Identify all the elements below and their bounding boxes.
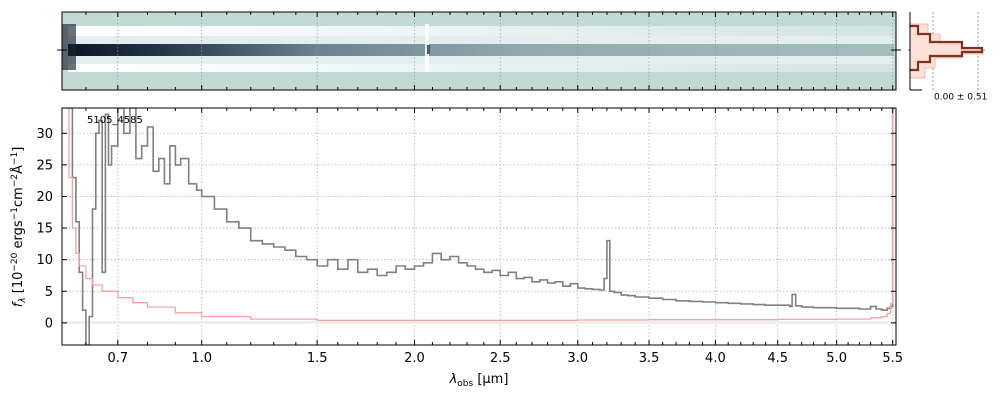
sigma-label: 0.00 ± 0.51: [934, 93, 987, 103]
flux-line: [65, 108, 895, 345]
y-tick-label: 10: [36, 253, 53, 268]
spectrum-1d-grid: [62, 108, 896, 345]
spectrum-2d-dark-edge: [62, 24, 76, 70]
spectrum-2d-grid: [117, 12, 894, 90]
x-tick-label: 4.5: [767, 351, 788, 366]
x-tick-label: 1.5: [307, 351, 328, 366]
y-tick-label: 5: [45, 285, 53, 300]
spectrum-2d-panel: [57, 11, 901, 91]
x-axis-label: λobs [μm]: [449, 372, 509, 389]
spectrum-2d-artifact-dark: [427, 45, 430, 54]
x-tick-label: 2.5: [490, 351, 511, 366]
error-band: [62, 321, 896, 324]
y-tick-label: 0: [45, 316, 53, 331]
x-tick-label: 1.0: [191, 351, 212, 366]
x-tick-label: 4.0: [705, 351, 726, 366]
x-tick-label: 3.0: [567, 351, 588, 366]
profile-histogram-line: [910, 24, 984, 72]
y-axis-label: fλ [10−20 ergs−1cm−2Å−1]: [10, 147, 28, 308]
y-tick-label: 20: [36, 190, 53, 205]
y-tick-label: 25: [36, 158, 53, 173]
spectrum-1d-frame: [61, 107, 897, 346]
spectrum-1d-panel: 0.7 1.0 1.5 2.0 2.5 3.0 3.5 4.0 4.5 5.0 5.5 0 5 10 15 2…: [10, 12, 903, 389]
x-tick-label: 2.0: [404, 351, 425, 366]
x-tick-label: 5.5: [882, 351, 903, 366]
spectrum-2d-frame: [61, 11, 897, 91]
error-line: [65, 108, 895, 322]
object-label: 5105_4585: [87, 115, 143, 126]
x-tick-label: 5.0: [826, 351, 847, 366]
y-tick-label: 15: [36, 222, 53, 237]
spectrum-2d-trace: [68, 44, 894, 56]
spectrum-1d-series: [65, 108, 895, 345]
spectrum-1d-ticks: 0.7 1.0 1.5 2.0 2.5 3.0 3.5 4.0 4.5 5.0 5.5 0 5 10 15 2…: [36, 12, 903, 366]
profile-panel: 0.00 ± 0.51: [908, 12, 987, 103]
x-tick-label: 3.5: [639, 351, 660, 366]
y-tick-label: 30: [36, 127, 53, 142]
profile-sigma-fill: [909, 23, 984, 79]
x-tick-label: 0.7: [107, 351, 128, 366]
